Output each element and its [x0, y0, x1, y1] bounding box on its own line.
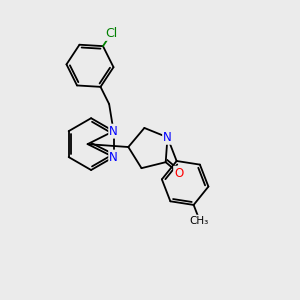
- Text: N: N: [109, 125, 118, 138]
- Text: O: O: [174, 167, 183, 180]
- Text: CH₃: CH₃: [190, 216, 209, 226]
- Text: Cl: Cl: [105, 27, 118, 40]
- Text: N: N: [163, 131, 172, 144]
- Text: N: N: [109, 151, 118, 164]
